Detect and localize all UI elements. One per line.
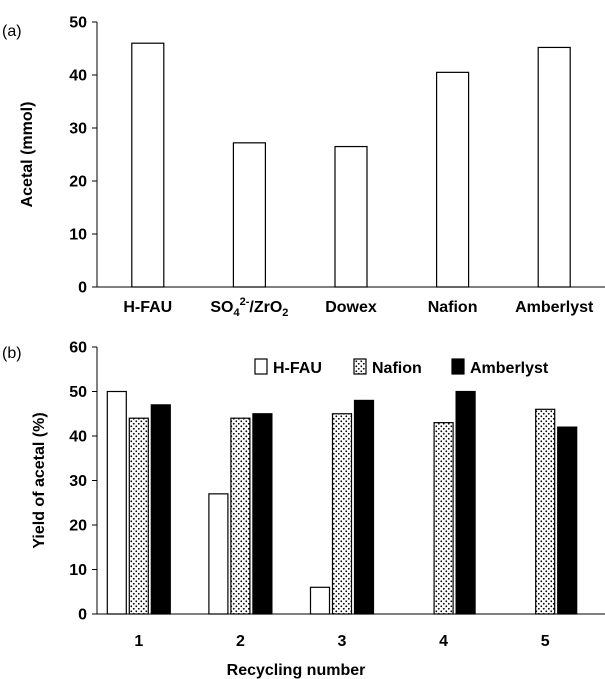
x-tick-label-b: 4 xyxy=(439,633,448,650)
bar-nafion xyxy=(535,408,556,615)
legend-label: H-FAU xyxy=(273,360,322,377)
y-tick-label-b: 50 xyxy=(69,384,87,401)
bar-h-fau xyxy=(208,493,229,615)
x-tick-label-part: 2 xyxy=(282,307,288,319)
bar-nafion xyxy=(433,422,454,615)
y-axis-title-b: Yield of acetal (%) xyxy=(31,412,48,548)
y-tick-label-b: 60 xyxy=(69,340,87,357)
y-tick-label-a: 0 xyxy=(78,280,87,297)
bar-h-fau xyxy=(309,586,331,615)
legend-label: Nafion xyxy=(372,360,422,377)
legend-label: Amberlyst xyxy=(470,360,549,377)
x-tick-label-part: Dowex xyxy=(325,299,377,316)
x-tick-label-a: H-FAU xyxy=(123,299,172,316)
y-tick-label-a: 40 xyxy=(69,68,87,85)
x-tick-label-part: /ZrO xyxy=(249,299,282,316)
x-tick-label-b: 3 xyxy=(338,633,347,650)
bar-a xyxy=(537,46,571,288)
x-tick-label-a: Dowex xyxy=(325,299,377,316)
bar-a xyxy=(131,42,165,288)
x-tick-label-part: Nafion xyxy=(428,299,478,316)
y-tick-label-a: 20 xyxy=(69,174,87,191)
legend: H-FAU Nafion Amberlyst xyxy=(254,358,549,377)
legend-swatch xyxy=(254,358,268,375)
bar-nafion xyxy=(230,417,251,615)
x-tick-label-a: SO42-/ZrO2 xyxy=(210,296,288,319)
y-tick-label-a: 30 xyxy=(69,121,87,138)
legend-swatch xyxy=(353,358,367,375)
y-tick-label-a: 10 xyxy=(69,227,87,244)
bar-amberlyst xyxy=(353,399,375,615)
bar-amberlyst xyxy=(557,426,578,615)
x-tick-label-b: 5 xyxy=(541,633,550,650)
panel-label-b: (b) xyxy=(2,345,22,362)
bar-a xyxy=(436,71,470,288)
chart-panel-b: (b) 0 10 20 30 40 50 60 Yield of acetal (%) Recyc… xyxy=(2,340,605,679)
bar-amberlyst xyxy=(252,413,273,615)
x-tick-label-b: 2 xyxy=(236,633,245,650)
x-axis-title-b: Recycling number xyxy=(227,662,366,679)
chart-panel-a: (a) 0 10 20 30 40 50 Acetal (mmol) H-FAU SO42-/Zr… xyxy=(2,15,605,319)
y-tick-label-b: 30 xyxy=(69,473,87,490)
y-tick-label-a: 50 xyxy=(69,15,87,32)
bar-nafion xyxy=(331,413,353,615)
y-axis-title-a: Acetal (mmol) xyxy=(19,102,36,208)
y-tick-label-b: 0 xyxy=(78,607,87,624)
y-tick-label-b: 20 xyxy=(69,518,87,535)
bar-h-fau xyxy=(106,390,127,615)
bar-a xyxy=(334,145,368,288)
bar-nafion xyxy=(128,417,149,615)
y-tick-label-b: 40 xyxy=(69,429,87,446)
x-tick-label-part: Amberlyst xyxy=(515,299,594,316)
y-tick-label-b: 10 xyxy=(69,562,87,579)
x-tick-label-a: Amberlyst xyxy=(515,299,594,316)
x-tick-label-b: 1 xyxy=(134,633,143,650)
x-tick-label-part: H-FAU xyxy=(123,299,172,316)
x-tick-label-a: Nafion xyxy=(428,299,478,316)
bar-amberlyst xyxy=(150,404,171,615)
legend-swatch xyxy=(451,358,465,375)
x-tick-label-part: 4 xyxy=(234,307,241,319)
x-tick-label-part: SO xyxy=(210,299,233,316)
x-tick-label-part: 2- xyxy=(240,296,250,308)
bar-amberlyst xyxy=(455,390,476,615)
panel-label-a: (a) xyxy=(2,23,22,40)
bar-a xyxy=(232,142,266,288)
